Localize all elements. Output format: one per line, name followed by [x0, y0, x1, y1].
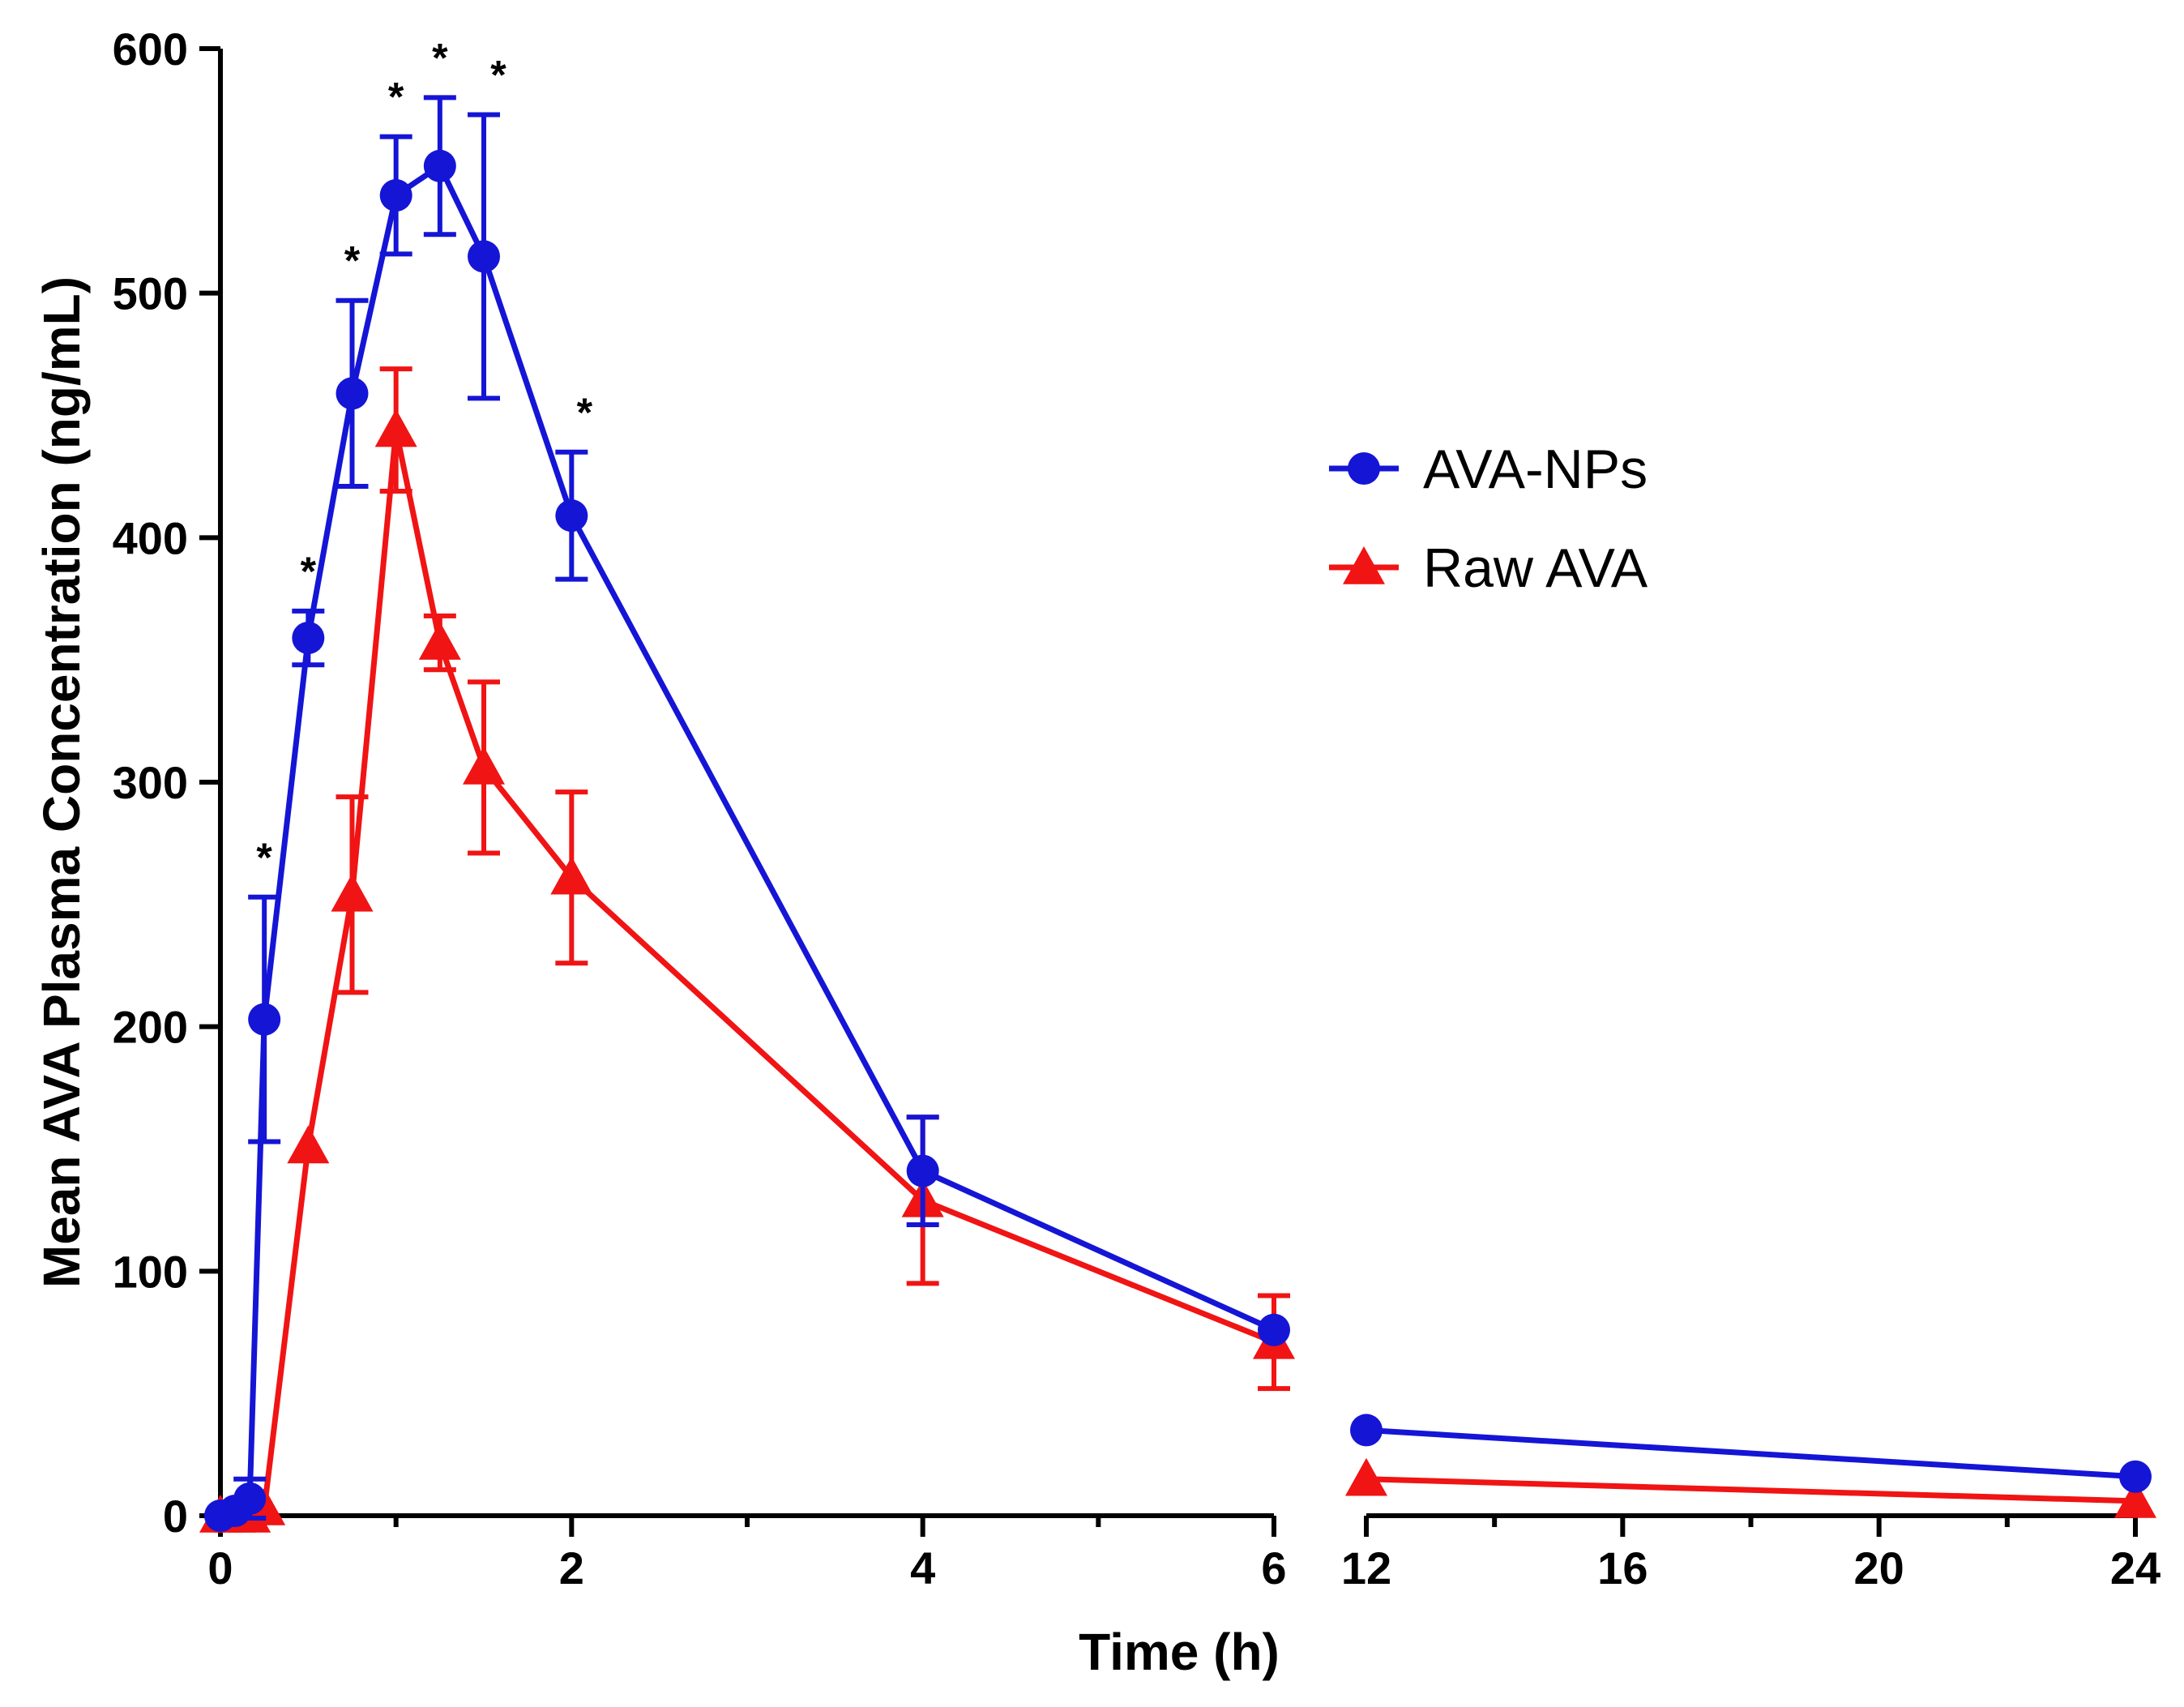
data-point	[1345, 1457, 1387, 1496]
y-tick-label: 400	[113, 512, 188, 563]
data-point	[331, 873, 374, 912]
legend-marker	[1348, 452, 1380, 485]
legend: AVA-NPs Raw AVA	[1329, 439, 1648, 599]
data-point	[292, 622, 325, 655]
x-tick-label: 4	[910, 1542, 935, 1594]
significance-star: *	[256, 835, 272, 880]
data-point	[2119, 1460, 2152, 1493]
x-tick-label: 16	[1597, 1542, 1648, 1594]
data-point	[1350, 1414, 1383, 1447]
y-tick-label: 300	[113, 757, 188, 808]
data-point	[555, 499, 588, 533]
significance-star: *	[388, 75, 404, 120]
x-tick-label: 20	[1854, 1542, 1904, 1594]
series-ava-nps	[204, 95, 2152, 1532]
y-tick-label: 600	[113, 24, 188, 75]
y-tick-label: 0	[163, 1491, 188, 1542]
data-point	[418, 622, 461, 660]
x-axis-title: Time (h)	[1079, 1623, 1280, 1681]
x-tick-label: 24	[2110, 1542, 2160, 1594]
significance-star: *	[577, 390, 593, 435]
data-point	[287, 1125, 330, 1164]
significance-star: *	[432, 35, 448, 80]
x-tick-label: 2	[559, 1542, 584, 1594]
data-point	[1258, 1313, 1290, 1346]
x-tick-label: 12	[1341, 1542, 1391, 1594]
y-tick-label: 500	[113, 268, 188, 319]
data-point	[336, 377, 369, 410]
y-tick-label: 200	[113, 1002, 188, 1053]
data-point	[233, 1482, 267, 1515]
legend-label: AVA-NPs	[1423, 439, 1648, 500]
data-point	[374, 409, 417, 447]
legend-item: AVA-NPs	[1329, 439, 1648, 500]
data-point	[463, 746, 505, 785]
y-axis-title: Mean AVA Plasma Concentration (ng/mL)	[32, 276, 91, 1288]
data-point	[423, 149, 456, 182]
x-tick-label: 6	[1261, 1542, 1286, 1594]
legend-marker	[1343, 546, 1385, 584]
series-line	[1366, 1427, 2136, 1480]
data-point	[248, 1003, 281, 1036]
legend-label: Raw AVA	[1423, 537, 1648, 599]
data-point	[906, 1154, 939, 1187]
significance-layer: * * * * * * *	[256, 35, 592, 879]
data-point	[550, 856, 593, 895]
significance-star: *	[301, 549, 317, 594]
series-line	[220, 427, 1276, 1519]
legend-item: Raw AVA	[1329, 537, 1648, 599]
series-line	[219, 163, 1276, 1519]
y-tick-label: 100	[113, 1246, 188, 1297]
x-tick-label: 0	[207, 1542, 233, 1594]
data-point	[2114, 1479, 2156, 1518]
series-line	[1366, 1476, 2136, 1504]
series-layer	[199, 95, 2156, 1533]
series-raw-ava	[199, 366, 2156, 1533]
significance-star: *	[344, 238, 361, 284]
significance-star: *	[490, 52, 506, 97]
data-point	[379, 179, 412, 212]
data-point	[468, 240, 500, 273]
